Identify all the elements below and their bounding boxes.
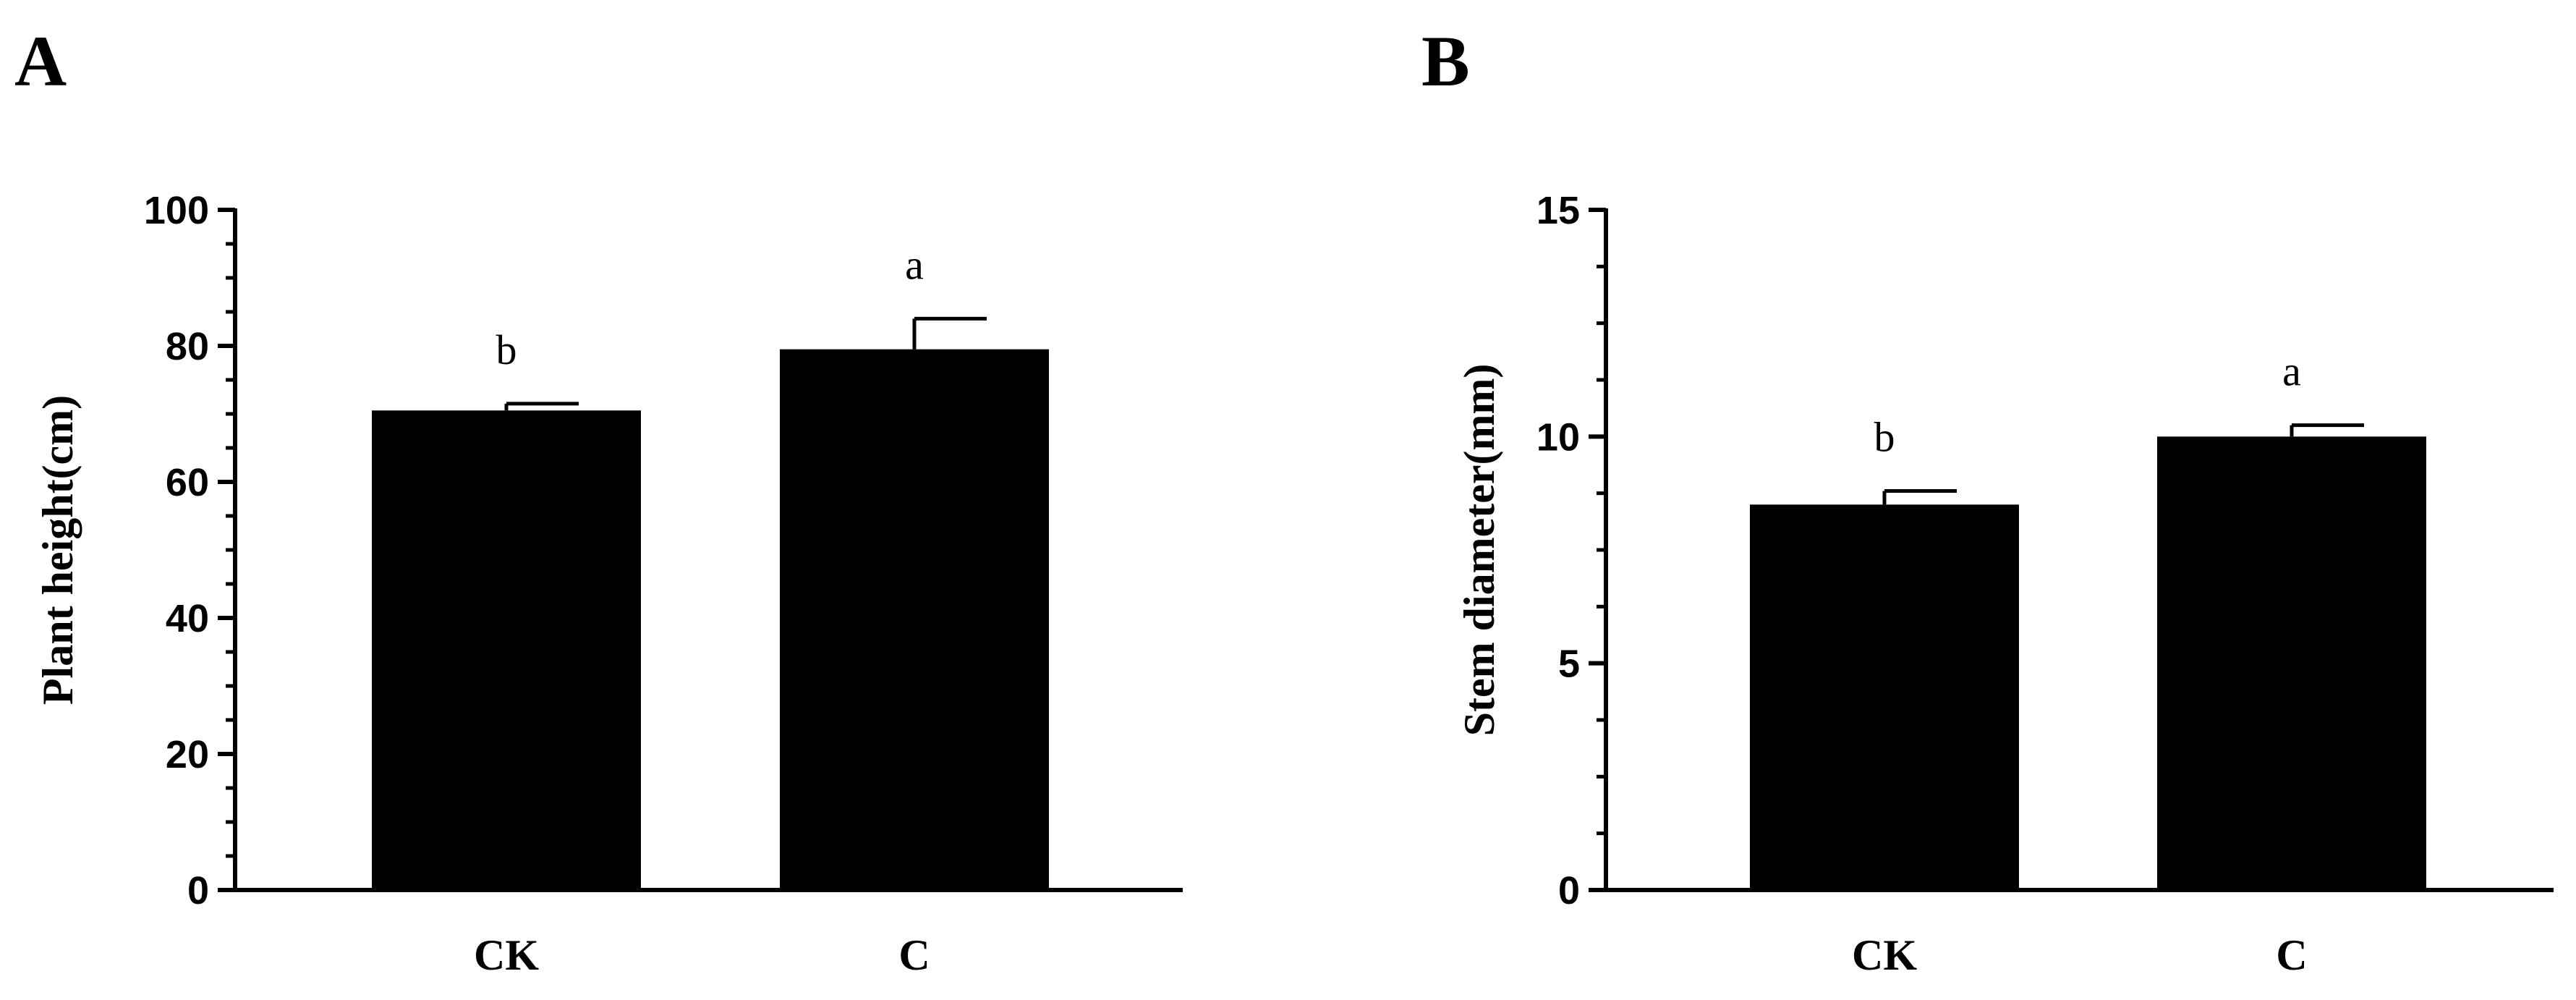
significance-letter-c: a <box>2282 348 2301 395</box>
bar-c <box>2157 436 2426 890</box>
x-tick-label-ck: CK <box>1852 931 1917 979</box>
bar-ck <box>372 410 641 890</box>
y-tick-label: 80 <box>166 325 209 368</box>
panel-b-chart: B Stem diameter(mm) 0 5 10 15 b CK a C <box>1421 21 2554 979</box>
y-tick-label: 15 <box>1536 189 1580 232</box>
y-axis-label-b: Stem diameter(mm) <box>1455 364 1503 737</box>
y-axis-label-a: Plant height(cm) <box>34 395 82 705</box>
x-tick-label-c: C <box>2276 931 2307 979</box>
panel-a-chart: A Plant height(cm) 0 20 40 60 80 100 b CK a C <box>14 21 1183 979</box>
x-tick-label-ck: CK <box>474 931 539 979</box>
panel-letter-b: B <box>1421 21 1470 101</box>
y-tick-label: 0 <box>1558 869 1580 912</box>
y-tick-label: 20 <box>166 733 209 776</box>
y-tick-label: 40 <box>166 597 209 640</box>
y-tick-label: 0 <box>187 869 209 912</box>
significance-letter-c: a <box>905 241 924 288</box>
y-tick-label: 10 <box>1536 415 1580 459</box>
y-tick-label: 100 <box>144 189 209 232</box>
panel-letter-a: A <box>14 21 67 101</box>
y-tick-label: 5 <box>1558 643 1580 686</box>
bar-ck <box>1750 504 2019 890</box>
plot-area-a: 0 20 40 60 80 100 b CK a C <box>144 189 1183 979</box>
bar-c <box>780 349 1049 890</box>
significance-letter-ck: b <box>1874 414 1895 461</box>
x-tick-label-c: C <box>898 931 930 979</box>
plot-area-b: 0 5 10 15 b CK a C <box>1536 189 2554 979</box>
y-tick-label: 60 <box>166 461 209 504</box>
significance-letter-ck: b <box>496 326 517 373</box>
